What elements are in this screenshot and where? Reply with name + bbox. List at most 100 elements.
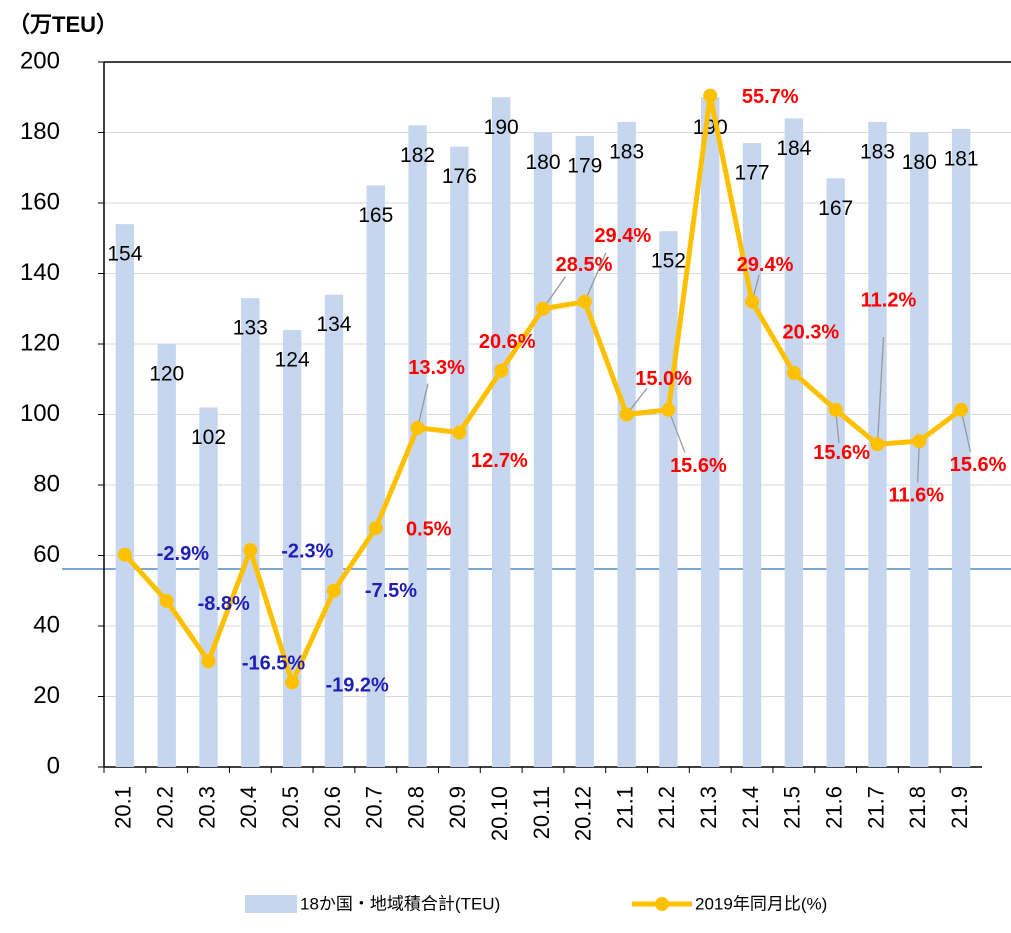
line-marker	[368, 521, 383, 536]
bar-value-label: 152	[651, 250, 686, 273]
y-tick-label: 200	[20, 47, 60, 74]
line-marker	[745, 294, 760, 309]
x-tick-label: 20.7	[362, 786, 387, 829]
bar-value-label: 190	[484, 116, 519, 139]
bar	[491, 97, 511, 767]
bar-value-label: 180	[902, 151, 937, 174]
bar-value-label: 190	[693, 116, 728, 139]
line-marker	[326, 583, 341, 598]
x-tick-label: 21.6	[821, 786, 846, 829]
line-marker	[243, 543, 258, 558]
line-marker	[452, 425, 467, 440]
bar	[659, 231, 678, 767]
bar-value-label: 182	[400, 144, 435, 167]
bar	[282, 329, 302, 767]
bar	[157, 344, 176, 767]
leader-line	[584, 252, 607, 302]
bar-value-label: 120	[149, 363, 184, 386]
line-marker	[536, 301, 550, 316]
x-tick-label: 20.2	[153, 786, 178, 829]
y-tick-label: 60	[33, 541, 60, 568]
x-tick-label: 20.6	[320, 786, 345, 829]
x-tick-label: 21.3	[696, 786, 721, 829]
y-tick-label: 100	[20, 400, 60, 427]
line-marker	[117, 547, 132, 562]
x-tick-label: 20.10	[487, 786, 512, 841]
bar	[408, 125, 427, 767]
leader-line	[667, 409, 686, 453]
line-marker	[786, 365, 801, 380]
line-value-label: 11.2%	[861, 290, 917, 312]
line-marker	[619, 407, 634, 422]
line-marker	[912, 434, 927, 449]
line-marker	[661, 402, 676, 417]
legend-swatch	[245, 895, 297, 913]
x-tick-label: 20.8	[403, 786, 428, 829]
line-marker	[870, 437, 885, 452]
line-marker	[159, 593, 174, 608]
bar-value-label: 176	[442, 165, 477, 188]
bar-value-label: 183	[860, 140, 895, 163]
bar	[784, 118, 804, 767]
line-marker	[201, 654, 216, 669]
bar	[450, 146, 469, 768]
line-marker	[494, 363, 509, 378]
legend-marker	[655, 897, 669, 911]
y-tick-label: 80	[33, 470, 60, 497]
y-axis-label: （万TEU）	[8, 12, 118, 37]
bar-value-label: 181	[944, 148, 979, 171]
line-value-label: 13.3%	[408, 357, 465, 379]
x-tick-label: 20.9	[445, 786, 470, 829]
y-tick-label: 180	[20, 118, 60, 145]
bar-value-label: 124	[275, 348, 310, 371]
line-value-label: 20.3%	[782, 321, 839, 343]
x-tick-label: 20.4	[236, 786, 261, 829]
bar-value-label: 179	[567, 155, 602, 178]
bar	[617, 121, 636, 768]
line-value-label: 20.6%	[479, 331, 536, 353]
x-tick-label: 21.2	[654, 786, 679, 829]
bar	[826, 178, 845, 767]
line-value-label: -7.5%	[365, 580, 417, 602]
bar	[701, 97, 720, 767]
line-value-label: -2.3%	[281, 540, 333, 562]
x-tick-label: 21.7	[863, 786, 888, 829]
bar-value-label: 134	[316, 313, 351, 336]
bar	[951, 128, 971, 768]
line-value-label: -16.5%	[242, 653, 306, 675]
y-tick-label: 120	[20, 329, 60, 356]
line-marker	[828, 402, 843, 417]
x-tick-label: 21.1	[612, 786, 637, 829]
bar-value-label: 165	[358, 204, 393, 227]
legend-label: 18か国・地域積合計(TEU)	[300, 894, 500, 913]
line-marker	[410, 420, 425, 435]
bar-value-label: 180	[525, 151, 560, 174]
line-value-label: 55.7%	[742, 86, 799, 108]
bar	[533, 132, 553, 767]
bar	[324, 294, 344, 767]
x-tick-label: 21.4	[738, 786, 763, 829]
y-tick-label: 160	[20, 188, 60, 215]
line-value-label: -19.2%	[325, 675, 389, 697]
y-tick-label: 20	[33, 682, 60, 709]
bar	[115, 224, 135, 767]
line-value-label: 15.6%	[813, 442, 870, 464]
bar-value-label: 184	[776, 137, 811, 160]
x-tick-label: 20.3	[194, 786, 219, 829]
x-tick-label: 20.12	[571, 786, 596, 841]
x-tick-label: 20.5	[278, 786, 303, 829]
bar	[199, 407, 218, 767]
x-tick-label: 21.5	[780, 786, 805, 829]
bar-value-label: 133	[233, 317, 268, 340]
x-tick-label: 21.9	[947, 786, 972, 829]
line-value-label: -8.8%	[198, 593, 250, 615]
line-marker	[285, 675, 300, 690]
bar	[742, 143, 762, 767]
line-marker	[577, 294, 592, 309]
line-value-label: 29.4%	[737, 254, 794, 276]
leader-line	[416, 383, 429, 428]
bar	[366, 185, 385, 767]
x-tick-label: 21.8	[905, 786, 930, 829]
